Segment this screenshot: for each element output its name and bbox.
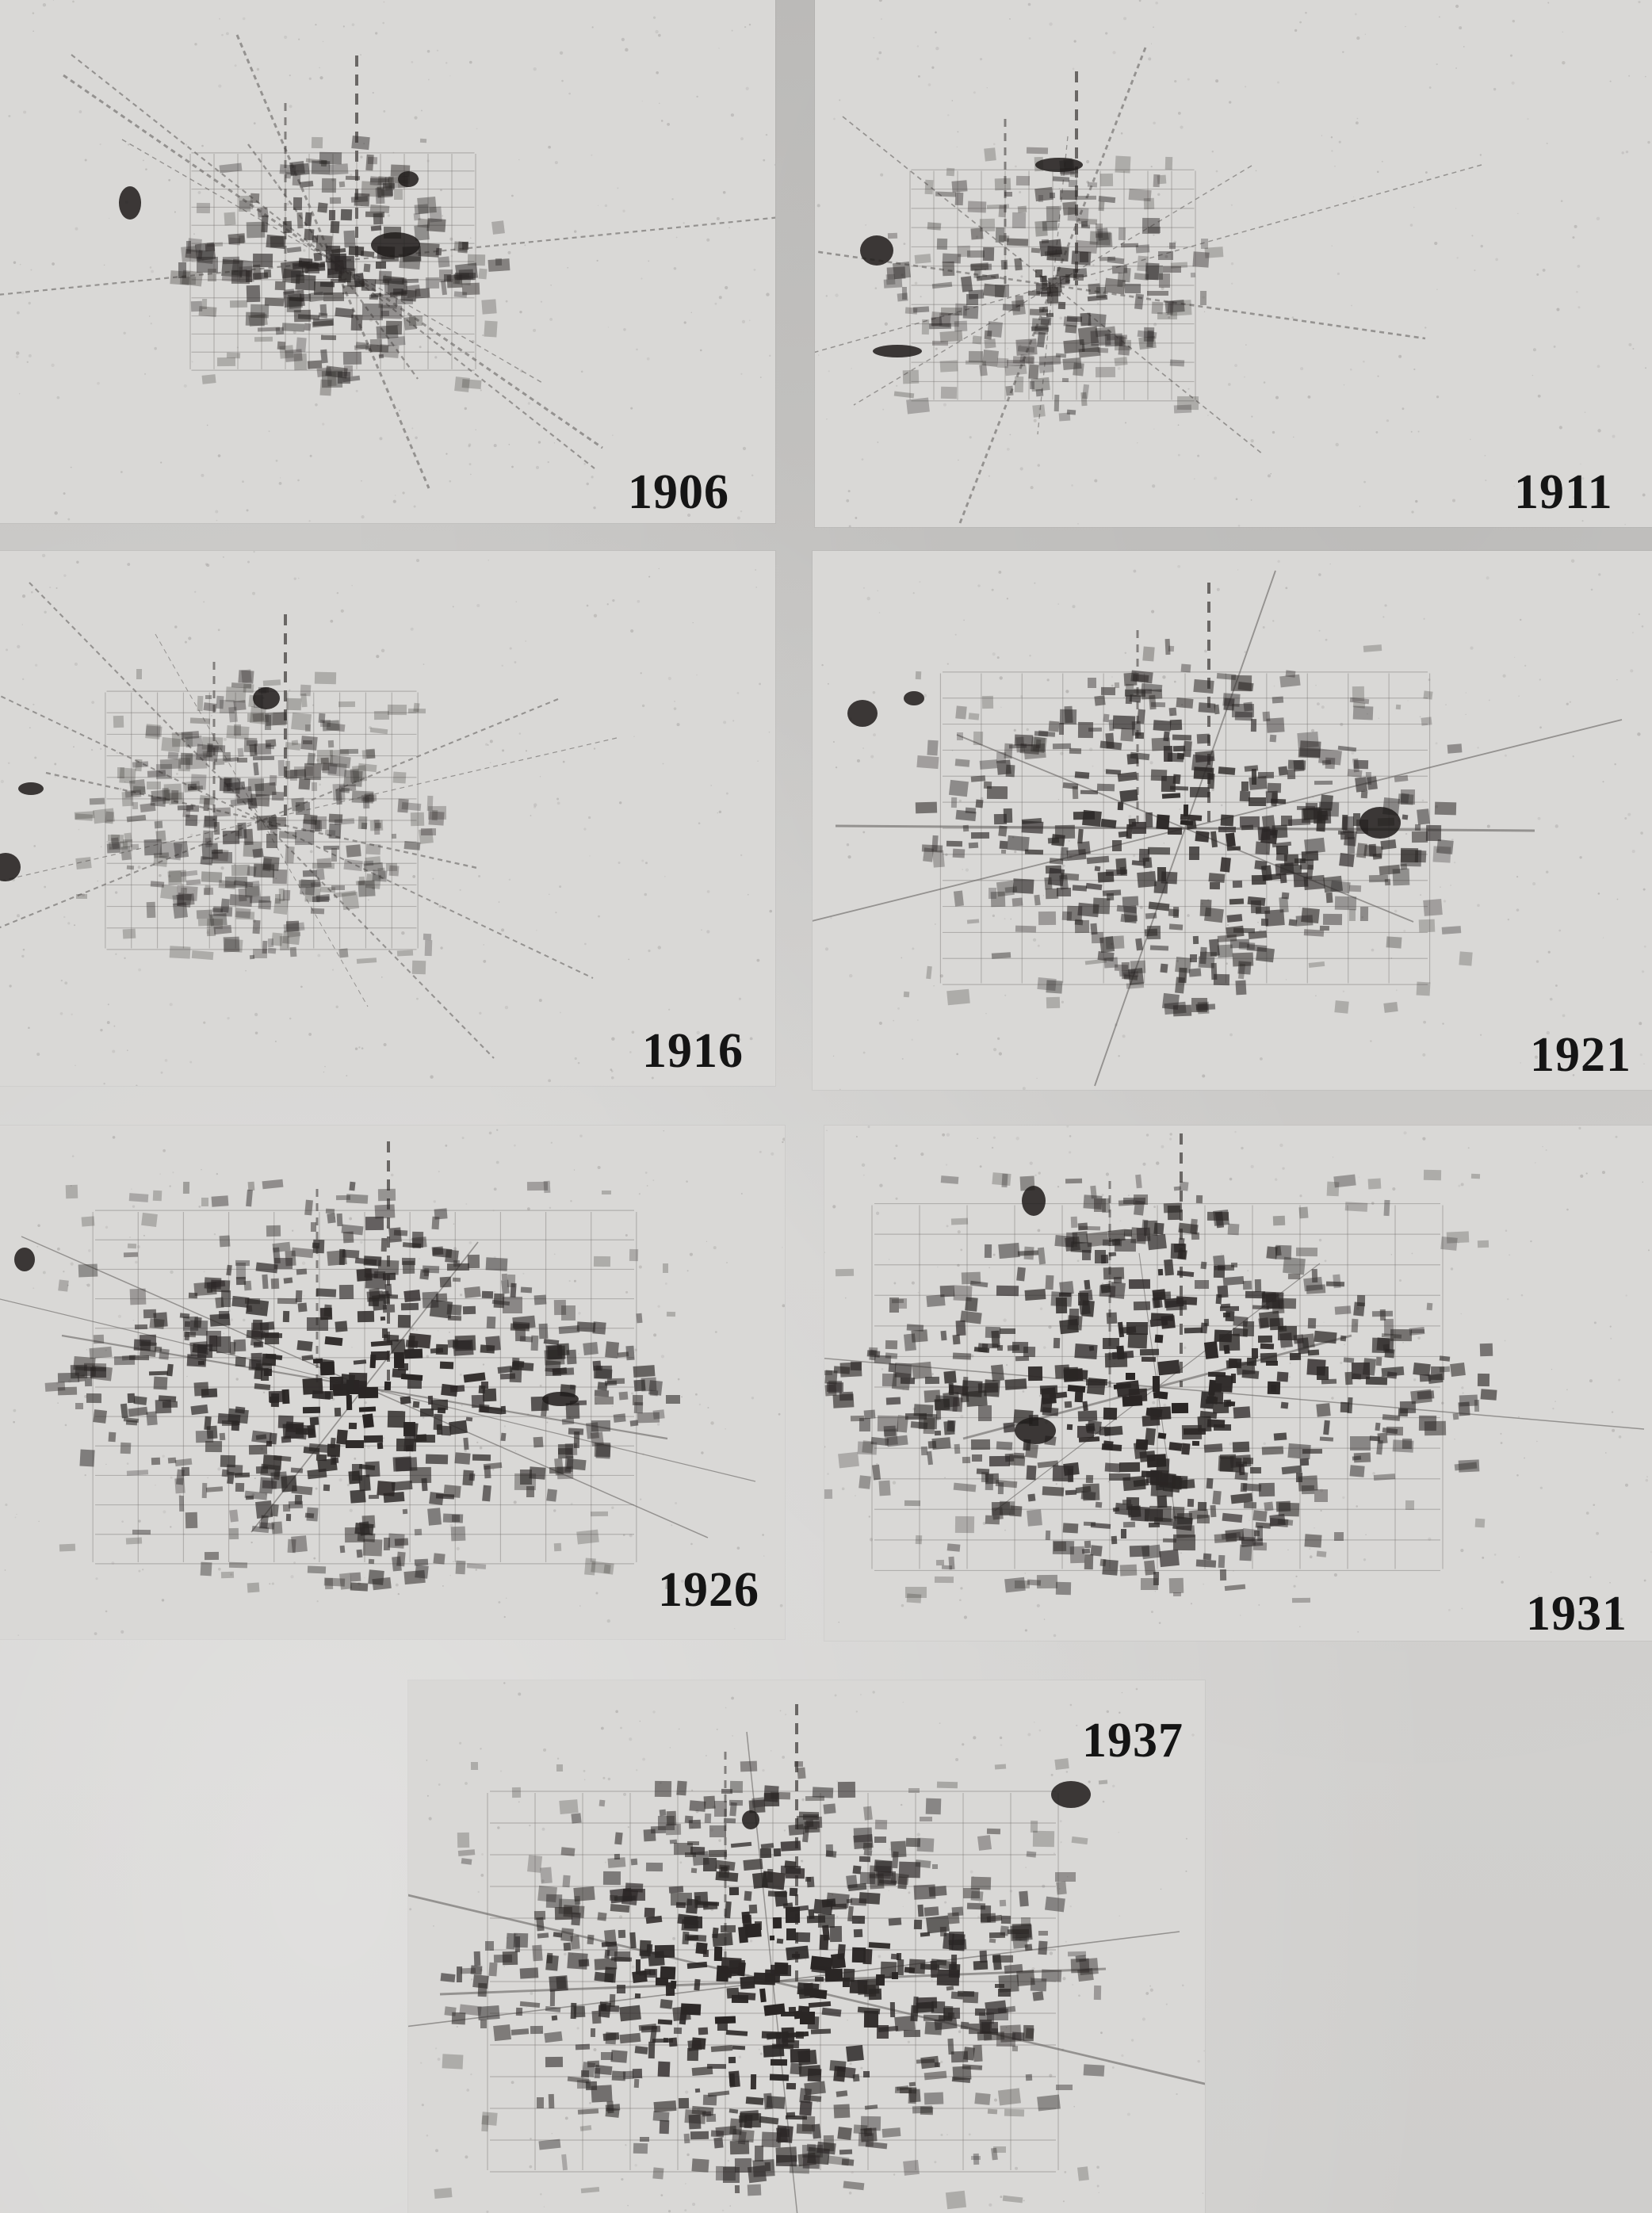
- urban-growth-map-1906: [0, 0, 775, 522]
- map-panel-1916: [0, 551, 775, 1086]
- map-panel-1921: [813, 551, 1652, 1090]
- year-label-1931: 1931: [1526, 1587, 1627, 1641]
- urban-growth-map-1921: [813, 559, 1646, 1090]
- year-label-1921: 1921: [1530, 1028, 1631, 1082]
- map-panel-1911: [815, 0, 1652, 527]
- urban-growth-map-1931: [824, 1126, 1652, 1638]
- urban-growth-map-1926: [0, 1129, 785, 1637]
- urban-growth-map-1911: [815, 0, 1650, 527]
- map-panel-1931: [824, 1126, 1652, 1641]
- urban-growth-map-1937: [408, 1682, 1205, 2213]
- map-panel-1926: [0, 1126, 785, 1639]
- year-label-1937: 1937: [1082, 1714, 1184, 1768]
- year-label-1926: 1926: [658, 1563, 759, 1617]
- map-panel-1937: [408, 1680, 1205, 2213]
- year-label-1911: 1911: [1514, 465, 1613, 519]
- map-panel-1906: [0, 0, 775, 523]
- year-label-1916: 1916: [642, 1024, 744, 1078]
- urban-growth-map-1916: [0, 551, 773, 1086]
- year-label-1906: 1906: [628, 465, 729, 519]
